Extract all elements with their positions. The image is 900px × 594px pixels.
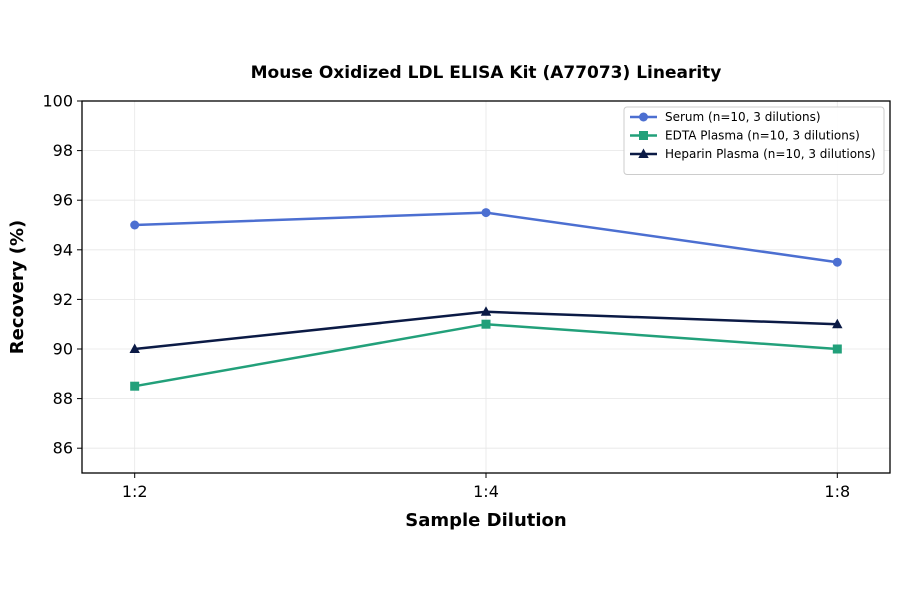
y-tick-label: 94 xyxy=(53,240,73,259)
data-point xyxy=(481,208,491,218)
legend-label: Heparin Plasma (n=10, 3 dilutions) xyxy=(665,147,876,161)
y-tick-label: 90 xyxy=(53,340,73,359)
y-tick-label: 92 xyxy=(53,290,73,309)
x-tick-label: 1:8 xyxy=(824,482,850,501)
data-point xyxy=(130,381,140,391)
ticks: 86 88 90 92 94 96 98 100 1:2 1:4 1:8 xyxy=(42,92,850,502)
data-point xyxy=(832,344,842,354)
legend-swatch-marker xyxy=(638,148,649,158)
data-point xyxy=(832,318,843,329)
legend-label: Serum (n=10, 3 dilutions) xyxy=(665,110,821,124)
y-tick-label: 88 xyxy=(53,389,73,408)
data-point xyxy=(480,306,492,316)
series-1 xyxy=(130,319,842,391)
series-layer xyxy=(129,208,843,391)
y-tick-label: 86 xyxy=(53,439,73,458)
y-axis-label: Recovery (%) xyxy=(7,220,28,354)
data-point xyxy=(481,319,491,329)
y-tick-label: 96 xyxy=(53,191,73,210)
chart-title: Mouse Oxidized LDL ELISA Kit (A77073) Li… xyxy=(251,63,722,83)
legend: Serum (n=10, 3 dilutions) EDTA Plasma (n=… xyxy=(623,106,885,175)
x-tick-label: 1:4 xyxy=(473,482,499,501)
x-axis-label: Sample Dilution xyxy=(405,510,566,531)
series-2 xyxy=(129,306,843,353)
y-tick-label: 100 xyxy=(42,92,73,111)
legend-box xyxy=(623,106,885,175)
legend-item: Heparin Plasma (n=10, 3 dilutions) xyxy=(630,147,876,161)
data-point xyxy=(129,343,140,353)
data-point xyxy=(832,257,842,267)
legend-label: EDTA Plasma (n=10, 3 dilutions) xyxy=(665,129,860,143)
plot-frame xyxy=(81,100,891,474)
x-tick-label: 1:2 xyxy=(122,482,148,501)
legend-item: EDTA Plasma (n=10, 3 dilutions) xyxy=(630,129,860,143)
legend-item: Serum (n=10, 3 dilutions) xyxy=(630,110,821,124)
legend-swatch-marker xyxy=(639,112,648,122)
data-point xyxy=(130,220,140,230)
y-tick-label: 98 xyxy=(53,141,73,160)
series-0 xyxy=(130,208,842,267)
legend-swatch-marker xyxy=(639,131,648,140)
